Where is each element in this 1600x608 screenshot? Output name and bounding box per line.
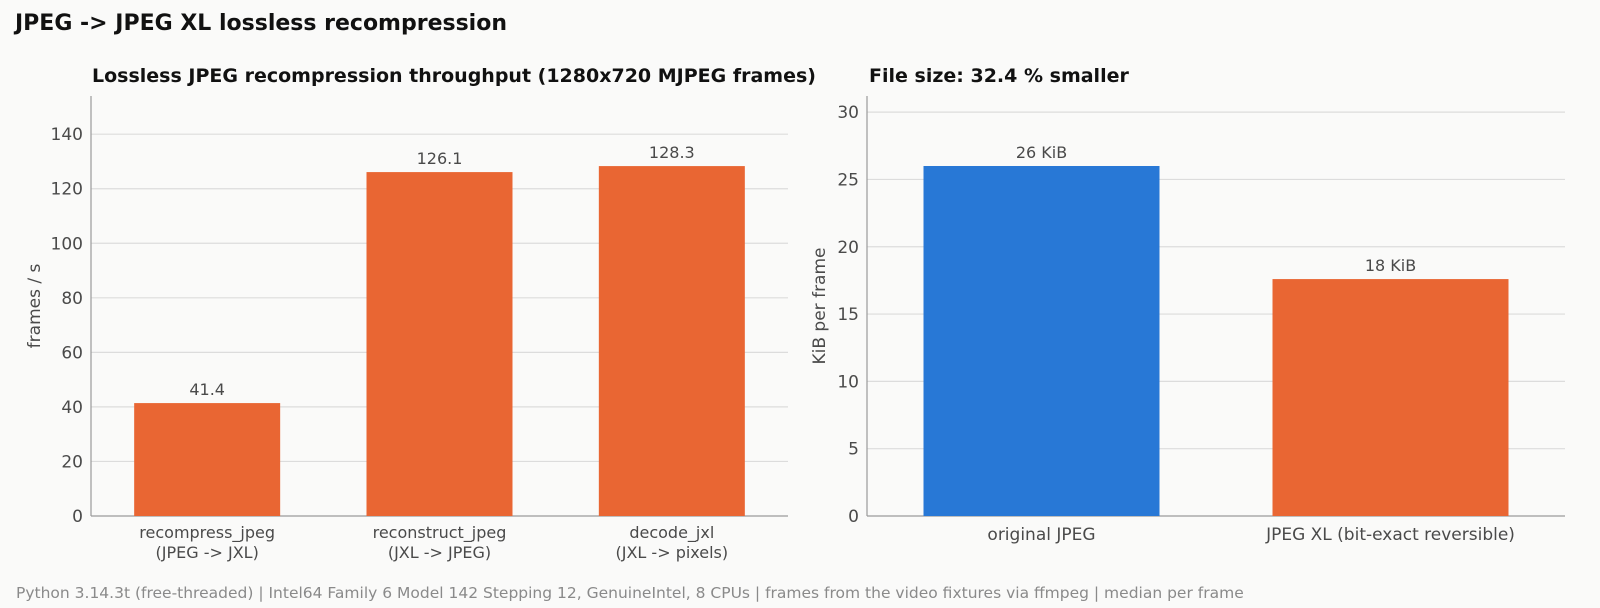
throughput-category-label: recompress_jpeg (139, 523, 275, 543)
throughput-bar (134, 403, 281, 516)
file-size-ytick-label: 10 (837, 372, 859, 392)
throughput-ytick-label: 140 (51, 125, 83, 145)
throughput-ytick-label: 0 (72, 507, 83, 527)
throughput-category-label: (JPEG -> JXL) (156, 543, 259, 562)
throughput-y-axis-label: frames / s (25, 264, 45, 349)
file-size-bar (1272, 279, 1509, 516)
file-size-data-label: 26 KiB (1016, 143, 1067, 162)
file-size-ytick-label: 5 (848, 440, 859, 460)
file-size-category-label: original JPEG (987, 525, 1095, 545)
throughput-data-label: 41.4 (189, 380, 225, 399)
throughput-ytick-label: 20 (61, 452, 83, 472)
throughput-data-label: 128.3 (649, 143, 695, 162)
throughput-category-label: (JXL -> pixels) (616, 543, 729, 562)
throughput-bar (598, 166, 745, 516)
throughput-ytick-label: 40 (61, 398, 83, 418)
throughput-ytick-label: 100 (51, 234, 83, 254)
throughput-data-label: 126.1 (417, 149, 463, 168)
throughput-ytick-label: 60 (61, 343, 83, 363)
file-size-ytick-label: 0 (848, 507, 859, 527)
throughput-ytick-label: 120 (51, 180, 83, 200)
file-size-ytick-label: 20 (837, 238, 859, 258)
throughput-category-label: decode_jxl (629, 523, 714, 543)
throughput-chart: 0 20 40 60 80 100 120 140 Lossless JPEG recompre… (25, 65, 816, 562)
file-size-ytick-label: 15 (837, 305, 859, 325)
file-size-category-label: JPEG XL (bit-exact reversible) (1265, 525, 1515, 545)
file-size-ytick-label: 30 (837, 103, 859, 123)
throughput-category-label: (JXL -> JPEG) (388, 543, 491, 562)
throughput-chart-title: Lossless JPEG recompression throughput (… (92, 65, 816, 87)
file-size-bar (923, 166, 1160, 516)
file-size-data-label: 18 KiB (1365, 256, 1416, 275)
footer-note: Python 3.14.3t (free-threaded) | Intel64… (16, 584, 1244, 602)
throughput-category-label: reconstruct_jpeg (373, 523, 507, 543)
file-size-chart: 0 5 10 15 20 25 30 File size: 32.4 % smaller KiB… (810, 65, 1565, 545)
file-size-ytick-label: 25 (837, 170, 859, 190)
file-size-chart-title: File size: 32.4 % smaller (869, 65, 1129, 87)
figure-title: JPEG -> JPEG XL lossless recompression (13, 11, 507, 36)
throughput-bar (366, 172, 513, 516)
throughput-ytick-label: 80 (61, 289, 83, 309)
file-size-y-axis-label: KiB per frame (810, 248, 830, 365)
